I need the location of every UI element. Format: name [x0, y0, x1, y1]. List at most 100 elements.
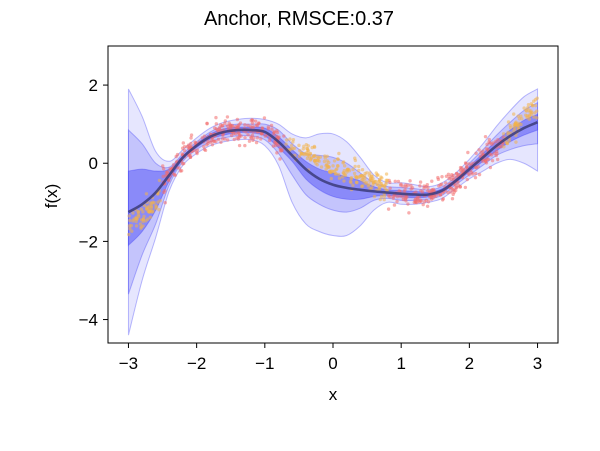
- test-point: [353, 156, 357, 160]
- train-point: [393, 179, 397, 183]
- test-point: [360, 174, 365, 178]
- train-point: [408, 179, 412, 183]
- train-point: [466, 150, 470, 155]
- train-point: [424, 184, 428, 189]
- train-point: [450, 197, 455, 201]
- test-point: [317, 159, 321, 163]
- test-point: [524, 108, 528, 113]
- train-point: [254, 140, 259, 145]
- train-point: [226, 126, 231, 131]
- train-point: [434, 194, 438, 198]
- train-point: [225, 115, 230, 119]
- train-point: [440, 175, 444, 179]
- train-point: [247, 139, 252, 143]
- x-tick-label: 1: [396, 354, 405, 373]
- train-point: [161, 164, 165, 168]
- train-point: [444, 181, 448, 185]
- chart-title: Anchor, RMSCE:0.37: [204, 8, 394, 30]
- test-point: [127, 214, 131, 218]
- test-point: [532, 115, 536, 119]
- test-point: [375, 173, 379, 177]
- test-point: [301, 147, 306, 151]
- train-point: [388, 180, 392, 185]
- test-point: [351, 183, 355, 188]
- test-point: [382, 197, 386, 202]
- train-point: [214, 139, 218, 144]
- test-point: [347, 169, 352, 173]
- test-point: [141, 210, 145, 214]
- train-point: [488, 165, 493, 170]
- test-point: [501, 132, 506, 136]
- test-point: [314, 161, 318, 165]
- train-point: [418, 184, 422, 188]
- test-point: [342, 164, 347, 168]
- train-point: [205, 143, 209, 147]
- train-point: [401, 195, 405, 199]
- test-point: [291, 137, 296, 142]
- test-point: [312, 145, 317, 150]
- test-point: [131, 211, 135, 215]
- test-point: [512, 112, 516, 116]
- test-point: [292, 146, 297, 150]
- test-point: [517, 117, 522, 121]
- train-point: [414, 200, 418, 204]
- test-point: [130, 229, 134, 233]
- train-point: [470, 170, 474, 175]
- train-point: [269, 123, 274, 128]
- train-point: [396, 179, 401, 184]
- test-point: [129, 223, 134, 228]
- train-point: [180, 152, 184, 156]
- train-point: [216, 137, 221, 142]
- train-point: [254, 123, 259, 127]
- test-point: [323, 154, 327, 158]
- test-point: [297, 143, 301, 148]
- train-point: [214, 122, 219, 126]
- test-point: [355, 180, 359, 185]
- test-point: [337, 151, 341, 156]
- train-point: [255, 136, 260, 140]
- train-point: [465, 177, 469, 182]
- test-point: [134, 216, 138, 221]
- train-point: [266, 127, 271, 131]
- test-point: [349, 180, 353, 185]
- train-point: [386, 207, 391, 211]
- uncertainty-band-middle: [127, 101, 539, 295]
- test-point: [324, 163, 328, 168]
- train-point: [476, 165, 480, 169]
- test-point: [360, 184, 364, 189]
- train-point: [420, 190, 425, 194]
- test-point: [512, 122, 516, 127]
- train-point: [451, 192, 455, 197]
- train-point: [481, 149, 485, 153]
- test-point: [528, 110, 532, 115]
- train-point: [473, 171, 478, 176]
- test-point: [351, 167, 355, 172]
- test-point: [535, 116, 539, 120]
- train-point: [219, 123, 223, 127]
- train-point: [491, 141, 495, 145]
- train-point: [186, 143, 191, 147]
- test-point: [139, 207, 144, 211]
- train-point: [477, 148, 481, 152]
- train-point: [230, 125, 235, 129]
- train-point: [237, 143, 242, 148]
- x-tick-label: 0: [328, 354, 337, 373]
- test-point: [289, 143, 294, 148]
- test-point: [342, 168, 346, 173]
- train-point: [210, 139, 214, 143]
- train-point: [403, 188, 407, 192]
- test-point: [299, 152, 304, 156]
- test-point: [343, 172, 347, 177]
- test-point: [144, 192, 149, 196]
- test-point: [298, 149, 302, 153]
- x-tick-label: 3: [533, 354, 542, 373]
- train-point: [267, 138, 272, 143]
- test-point: [331, 164, 335, 168]
- test-point: [341, 161, 345, 165]
- train-point: [272, 130, 276, 134]
- train-point: [223, 119, 228, 123]
- train-point: [175, 152, 180, 157]
- train-point: [429, 195, 433, 199]
- train-point: [203, 148, 208, 153]
- test-point: [127, 232, 131, 237]
